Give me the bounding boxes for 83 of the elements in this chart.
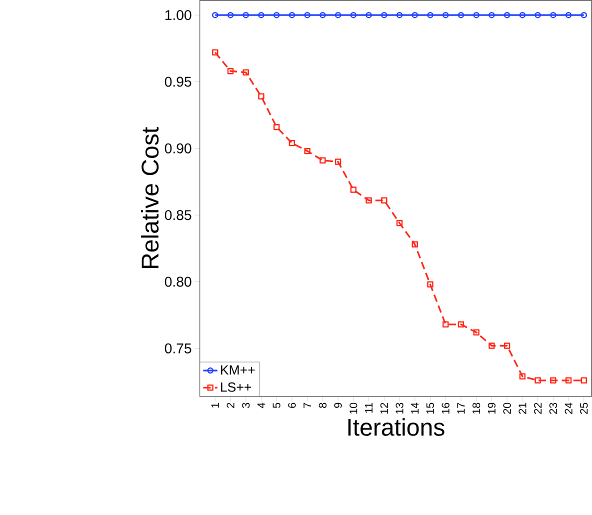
point bbox=[381, 197, 388, 204]
point bbox=[288, 140, 296, 146]
point bbox=[396, 12, 403, 18]
point bbox=[412, 12, 418, 18]
point bbox=[565, 12, 572, 18]
y-tick-label: 1.00 bbox=[165, 10, 192, 20]
x-tick-label: 1 bbox=[211, 402, 219, 408]
x-tick-label: 16 bbox=[442, 402, 450, 414]
y-tick-label: 0.95 bbox=[164, 76, 192, 87]
x-tick-label: 3 bbox=[242, 402, 250, 408]
x-tick-label: 11 bbox=[365, 402, 372, 413]
x-tick-label: 25 bbox=[580, 402, 588, 414]
point bbox=[534, 12, 541, 18]
point bbox=[412, 241, 418, 248]
x-tick-label: 12 bbox=[380, 402, 388, 414]
point bbox=[334, 12, 342, 18]
point bbox=[550, 377, 556, 384]
point bbox=[427, 281, 434, 288]
point bbox=[427, 12, 434, 18]
point bbox=[304, 148, 310, 154]
point bbox=[366, 12, 372, 18]
point bbox=[381, 12, 388, 18]
x-tick-label: 24 bbox=[564, 402, 572, 414]
point bbox=[488, 12, 495, 18]
x-tick-label: 14 bbox=[411, 402, 419, 414]
point bbox=[473, 12, 480, 18]
point bbox=[504, 12, 510, 18]
x-axis-title: Iterations bbox=[348, 418, 444, 436]
point bbox=[350, 186, 357, 193]
point bbox=[242, 12, 249, 18]
x-tick-label: 19 bbox=[488, 402, 496, 414]
x-tick-label: 21 bbox=[518, 402, 526, 414]
point bbox=[458, 12, 464, 18]
legend-label: LS++ bbox=[221, 382, 252, 392]
point bbox=[273, 124, 280, 130]
point bbox=[366, 197, 372, 204]
point bbox=[227, 68, 234, 74]
x-tick-label: 10 bbox=[350, 402, 358, 414]
point bbox=[519, 373, 526, 380]
point bbox=[304, 12, 310, 18]
x-tick-label: 22 bbox=[534, 402, 542, 414]
point bbox=[273, 12, 280, 18]
point bbox=[334, 158, 342, 165]
x-tick-label: 7 bbox=[304, 402, 312, 408]
x-tick-label: 18 bbox=[472, 402, 480, 414]
point bbox=[473, 329, 480, 336]
y-axis-title: Relative Cost bbox=[140, 126, 159, 268]
point bbox=[565, 377, 572, 384]
point bbox=[212, 49, 218, 56]
point bbox=[519, 12, 526, 18]
x-tick-label: 17 bbox=[457, 402, 465, 414]
y-tick-label: 0.90 bbox=[164, 143, 192, 154]
point bbox=[258, 93, 264, 100]
x-tick-label: 15 bbox=[426, 402, 434, 414]
x-tick-label: 6 bbox=[288, 402, 296, 408]
point bbox=[320, 12, 326, 18]
point bbox=[242, 69, 249, 76]
x-tick-label: 8 bbox=[318, 402, 327, 408]
x-tick-label: 13 bbox=[396, 402, 404, 414]
point bbox=[396, 220, 403, 226]
point bbox=[580, 377, 588, 384]
point bbox=[550, 12, 556, 18]
point bbox=[458, 321, 464, 328]
y-tick-label: 0.85 bbox=[164, 210, 192, 220]
x-tick-label: 20 bbox=[503, 402, 511, 414]
point bbox=[227, 12, 234, 18]
point bbox=[504, 342, 510, 349]
x-tick-label: 4 bbox=[258, 402, 265, 408]
point bbox=[258, 12, 264, 18]
y-tick-label: 0.75 bbox=[164, 343, 192, 354]
point bbox=[442, 12, 449, 18]
point bbox=[350, 12, 357, 18]
y-tick-label: 0.80 bbox=[164, 276, 192, 287]
point bbox=[488, 342, 495, 349]
point bbox=[320, 157, 326, 164]
x-tick-label: 23 bbox=[549, 402, 557, 414]
point bbox=[442, 321, 449, 328]
x-tick-label: 9 bbox=[334, 402, 342, 408]
point bbox=[288, 12, 296, 18]
point bbox=[534, 377, 541, 384]
legend-label: KM++ bbox=[221, 365, 255, 374]
x-tick-label: 2 bbox=[226, 402, 234, 408]
x-tick-label: 5 bbox=[272, 402, 280, 408]
